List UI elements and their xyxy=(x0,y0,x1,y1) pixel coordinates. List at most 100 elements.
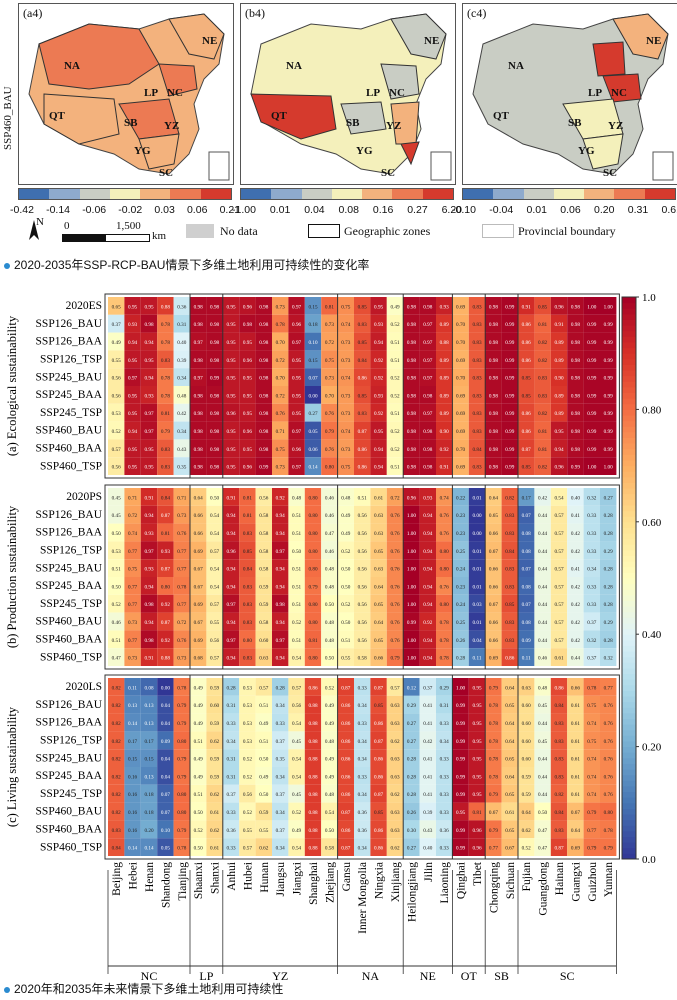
cell-value: 0.49 xyxy=(112,340,121,346)
cell-value: 0.56 xyxy=(112,376,121,382)
cell-value: 0.95 xyxy=(226,447,235,453)
cell-value: 0.46 xyxy=(538,656,547,662)
heat-cell xyxy=(518,749,535,767)
cell-value: 0.86 xyxy=(522,429,531,435)
colorbar-tick-label: 0.0 xyxy=(642,854,656,866)
colorbar-step xyxy=(622,842,636,849)
cell-value: 0.36 xyxy=(177,304,186,310)
heat-cell xyxy=(239,713,256,732)
cell-value: 0.73 xyxy=(128,656,137,662)
cell-value: 0.95 xyxy=(243,376,252,382)
cell-value: 1.00 xyxy=(604,465,613,471)
cell-value: 0.81 xyxy=(538,447,547,453)
heat-cell xyxy=(354,695,371,714)
province-label: Guizhou xyxy=(587,862,599,902)
colorbar-tick: 0.20 xyxy=(594,204,615,216)
cell-value: 0.01 xyxy=(472,620,481,626)
heat-cell xyxy=(206,457,223,475)
cell-value: 0.95 xyxy=(472,792,481,798)
cell-value: 0.99 xyxy=(407,620,416,626)
heat-cell xyxy=(485,314,502,333)
heat-cell xyxy=(370,577,387,595)
cell-value: 0.75 xyxy=(276,447,285,453)
cell-value: 0.80 xyxy=(325,465,334,471)
heat-cell xyxy=(321,630,338,649)
cell-value: 0.98 xyxy=(489,304,498,310)
heat-cell xyxy=(206,678,223,696)
cell-value: 0.86 xyxy=(341,703,350,709)
heat-cell xyxy=(206,577,223,595)
heat-cell xyxy=(272,523,289,542)
heat-cell xyxy=(288,368,305,386)
heat-cell xyxy=(452,523,469,542)
colorbar-step xyxy=(622,802,636,809)
cell-value: 0.92 xyxy=(423,620,432,626)
heat-cell xyxy=(140,784,158,803)
heat-cell xyxy=(222,594,240,613)
heat-cell xyxy=(337,648,354,666)
heat-cell xyxy=(321,457,338,475)
cell-value: 0.98 xyxy=(144,602,153,608)
boundary-swatch xyxy=(482,224,514,238)
cell-value: 0.45 xyxy=(292,739,301,745)
zone-label: YZ xyxy=(386,120,401,132)
heat-cell xyxy=(468,403,486,422)
cell-value: 0.76 xyxy=(390,513,399,519)
cell-value: 0.66 xyxy=(489,567,498,573)
colorbar-step xyxy=(622,493,636,500)
heat-cell xyxy=(518,488,535,506)
heat-cell xyxy=(567,386,584,404)
heat-cell xyxy=(255,612,272,631)
zone-label: SB xyxy=(568,117,582,129)
cell-value: 0.84 xyxy=(554,810,563,816)
cell-value: 0.98 xyxy=(489,393,498,399)
heat-cell xyxy=(550,630,568,649)
heat-cell xyxy=(485,457,502,475)
cell-value: 0.01 xyxy=(472,584,481,590)
cell-value: 0.98 xyxy=(571,358,580,364)
colorbar-step xyxy=(622,454,636,461)
heat-cell xyxy=(386,457,404,475)
cell-value: 0.94 xyxy=(423,602,432,608)
cell-value: 0.84 xyxy=(112,846,121,852)
cell-value: 0.42 xyxy=(571,531,580,537)
colorbar-step xyxy=(622,426,636,433)
heat-cell xyxy=(108,612,125,631)
cell-value: 0.94 xyxy=(226,513,235,519)
heat-cell xyxy=(354,403,371,422)
heat-cell xyxy=(452,350,469,369)
heat-cell xyxy=(173,421,190,440)
heat-cell xyxy=(600,297,617,315)
heat-cell xyxy=(370,505,387,524)
cell-value: 0.80 xyxy=(604,810,613,816)
heat-cell xyxy=(370,297,387,315)
cell-value: 0.28 xyxy=(604,584,613,590)
heat-cell xyxy=(550,332,568,351)
heat-cell xyxy=(403,695,420,714)
heat-cell xyxy=(501,541,518,560)
heat-cell xyxy=(386,577,404,595)
heat-cell xyxy=(583,403,600,422)
colorbar-step xyxy=(622,690,636,697)
cell-value: 0.94 xyxy=(276,531,285,537)
cell-value: 0.99 xyxy=(604,322,613,328)
cell-value: 0.63 xyxy=(374,567,383,573)
heat-cell xyxy=(124,439,141,458)
row-label: SSP126_TSP xyxy=(40,545,102,557)
colorbar-step xyxy=(622,544,636,551)
heat-cell xyxy=(485,350,502,369)
cell-value: 0.59 xyxy=(210,721,219,727)
cell-value: 0.57 xyxy=(554,549,563,555)
cell-value: 0.92 xyxy=(374,411,383,417)
cell-value: 0.98 xyxy=(489,411,498,417)
heat-cell xyxy=(567,350,584,369)
cell-value: 0.73 xyxy=(341,393,350,399)
cell-value: 0.28 xyxy=(604,513,613,519)
heat-cell xyxy=(108,439,125,458)
heat-cell xyxy=(206,350,223,369)
heat-cell xyxy=(436,648,453,666)
cell-value: 0.72 xyxy=(390,495,399,501)
cell-value: 0.79 xyxy=(177,828,186,834)
cell-value: 0.80 xyxy=(243,638,252,644)
